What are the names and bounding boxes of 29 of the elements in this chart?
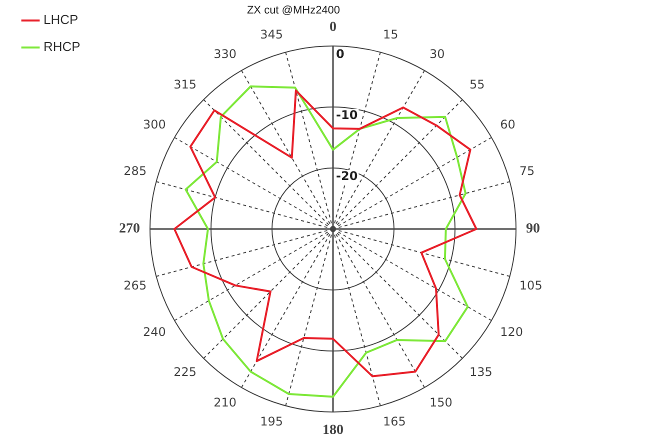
spoke-label: 180	[322, 423, 344, 438]
spoke-label: 75	[519, 164, 535, 178]
y-tick-label: -20	[336, 169, 358, 184]
spoke-label: 15	[382, 28, 398, 42]
spoke-label: 265	[124, 278, 147, 292]
spoke-label: 240	[142, 324, 166, 339]
spoke-label: 210	[214, 395, 236, 410]
spoke-label: 105	[519, 278, 542, 292]
spoke-label: 165	[382, 414, 406, 429]
chart-title: ZX cut @MHz2400	[246, 4, 340, 17]
spoke-label: 270	[119, 222, 140, 237]
spoke-label: 120	[500, 324, 524, 339]
spoke-label: 195	[260, 414, 284, 429]
legend-label: LHCP	[44, 12, 78, 28]
spoke-label: 285	[124, 164, 147, 178]
spoke-label: 55	[469, 77, 485, 92]
spoke-label: 150	[430, 395, 452, 410]
legend-label: RHCP	[44, 39, 80, 54]
spoke-label: 225	[174, 364, 197, 379]
spoke-label: 30	[430, 46, 445, 61]
y-tick-label: -10	[336, 108, 358, 122]
y-tick-label: 0	[330, 20, 336, 36]
spoke-label: 300	[142, 117, 166, 132]
spoke-label: 135	[469, 364, 492, 379]
spoke-label: 315	[174, 77, 197, 92]
spoke-label: 60	[500, 117, 516, 132]
spoke-label: 345	[260, 28, 284, 42]
spoke-label: 330	[214, 46, 236, 61]
spoke-label: 90	[526, 222, 540, 237]
